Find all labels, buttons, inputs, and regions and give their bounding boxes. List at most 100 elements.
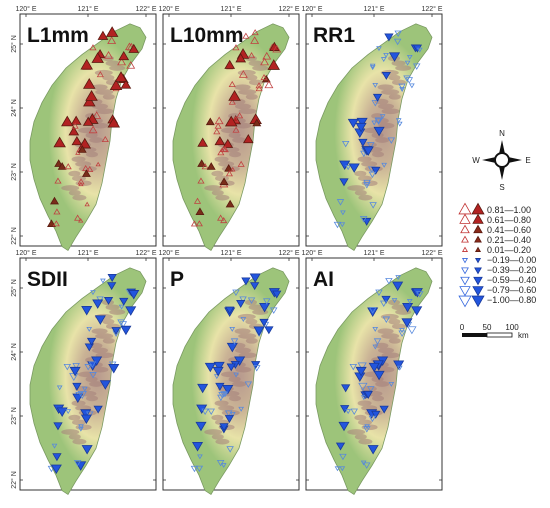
station-trend-down xyxy=(99,380,111,390)
station-trend-down xyxy=(215,382,225,391)
legend-open-marker xyxy=(458,202,472,215)
station-trend-down xyxy=(387,137,396,144)
compass-s-label: S xyxy=(499,183,504,192)
station-trend-down xyxy=(220,391,228,398)
station-trend-up xyxy=(236,112,244,119)
legend-filled-marker xyxy=(474,267,482,275)
station-trend-down xyxy=(81,445,93,455)
lat-tick-label: 23° N xyxy=(10,163,18,181)
station-trend-down xyxy=(360,460,367,466)
station-trend-down xyxy=(362,462,371,469)
station-trend-up xyxy=(197,137,209,147)
station-trend-down xyxy=(334,466,341,472)
station-trend-up xyxy=(235,53,247,63)
station-trend-down xyxy=(363,391,373,399)
station-trend-up xyxy=(222,138,234,148)
station-trend-up xyxy=(213,128,221,135)
panel-title: L10mm xyxy=(170,24,244,47)
station-trend-down xyxy=(229,326,236,332)
lat-tick-label: 22° N xyxy=(10,227,18,245)
station-trend-down xyxy=(363,182,371,189)
station-trend-down xyxy=(355,122,367,133)
station-trend-up xyxy=(232,126,240,133)
legend-range-label: −1.00—0.80 xyxy=(487,295,536,305)
station-trend-down xyxy=(78,426,84,432)
panel-title: AI xyxy=(313,268,334,291)
legend-range-label: 0.21—0.40 xyxy=(487,235,531,245)
station-trend-up xyxy=(80,58,93,70)
map-panel-rr1: 120° E 121° E 122° E RR1 xyxy=(301,5,443,251)
station-trend-up xyxy=(242,134,254,144)
station-trend-down xyxy=(340,405,350,414)
legend-filled-marker xyxy=(474,258,482,264)
station-trend-down xyxy=(53,422,63,431)
station-trend-up xyxy=(193,197,202,204)
station-trend-up xyxy=(86,165,94,173)
station-trend-down xyxy=(119,297,129,306)
station-trend-up xyxy=(52,220,60,227)
station-trend-down xyxy=(384,33,394,42)
station-trend-down xyxy=(355,366,367,377)
station-trend-down xyxy=(338,421,350,432)
station-trend-down xyxy=(117,319,125,326)
station-trend-up xyxy=(219,177,229,185)
station-trend-down xyxy=(372,344,379,350)
legend-filled-marker xyxy=(473,224,483,234)
station-markers xyxy=(190,273,282,473)
station-trend-down xyxy=(77,391,87,399)
station-trend-up xyxy=(225,199,235,208)
panel-title: P xyxy=(170,268,184,291)
map-panel-ai: 120° E 121° E 122° E AI xyxy=(301,249,443,495)
station-trend-down xyxy=(111,327,121,336)
station-trend-up xyxy=(269,41,280,51)
lon-tick-label: 120° E xyxy=(15,5,36,13)
station-trend-up xyxy=(53,136,66,148)
station-trend-down xyxy=(358,382,368,391)
station-trend-up xyxy=(53,208,61,215)
station-trend-down xyxy=(362,146,374,156)
station-trend-up xyxy=(217,214,225,221)
station-trend-down xyxy=(69,366,81,377)
station-trend-down xyxy=(382,316,391,323)
station-trend-up xyxy=(84,201,90,207)
station-trend-down xyxy=(120,325,132,336)
station-trend-up xyxy=(214,116,224,125)
station-trend-down xyxy=(360,150,368,158)
station-trend-down xyxy=(356,117,368,128)
station-trend-down xyxy=(399,328,405,334)
map-panel-l10mm: 120° E 121° E 122° E L10mm xyxy=(158,5,300,251)
station-trend-down xyxy=(335,442,346,451)
station-trend-down xyxy=(412,63,421,70)
station-trend-down xyxy=(339,453,347,461)
station-trend-up xyxy=(46,219,56,227)
station-markers xyxy=(47,274,140,475)
station-trend-up xyxy=(114,71,128,82)
station-trend-down xyxy=(336,199,345,206)
station-trend-down xyxy=(213,361,225,372)
station-trend-down xyxy=(379,114,386,120)
station-trend-down xyxy=(259,302,271,313)
station-trend-up xyxy=(264,80,274,89)
station-trend-up xyxy=(242,32,250,39)
station-trend-down xyxy=(411,306,423,316)
station-trend-up xyxy=(50,196,59,205)
lon-tick-label: 120° E xyxy=(301,5,322,13)
station-trend-down xyxy=(56,407,68,417)
station-trend-down xyxy=(224,410,233,417)
station-trend-down xyxy=(253,326,265,336)
station-trend-down xyxy=(93,405,103,414)
station-trend-down xyxy=(51,443,58,449)
station-trend-up xyxy=(247,52,256,59)
station-trend-up xyxy=(54,159,64,167)
station-trend-down xyxy=(86,326,93,332)
lon-tick-label: 122° E xyxy=(135,5,156,13)
station-trend-up xyxy=(230,166,236,172)
station-trend-up xyxy=(214,122,222,129)
legend-range-label: 0.81—1.00 xyxy=(487,205,531,215)
lon-tick-label: 121° E xyxy=(363,5,384,13)
station-trend-down xyxy=(371,410,381,419)
station-trend-up xyxy=(221,146,229,153)
station-trend-up xyxy=(197,159,207,167)
station-trend-down xyxy=(339,466,346,472)
station-trend-down xyxy=(376,46,382,52)
